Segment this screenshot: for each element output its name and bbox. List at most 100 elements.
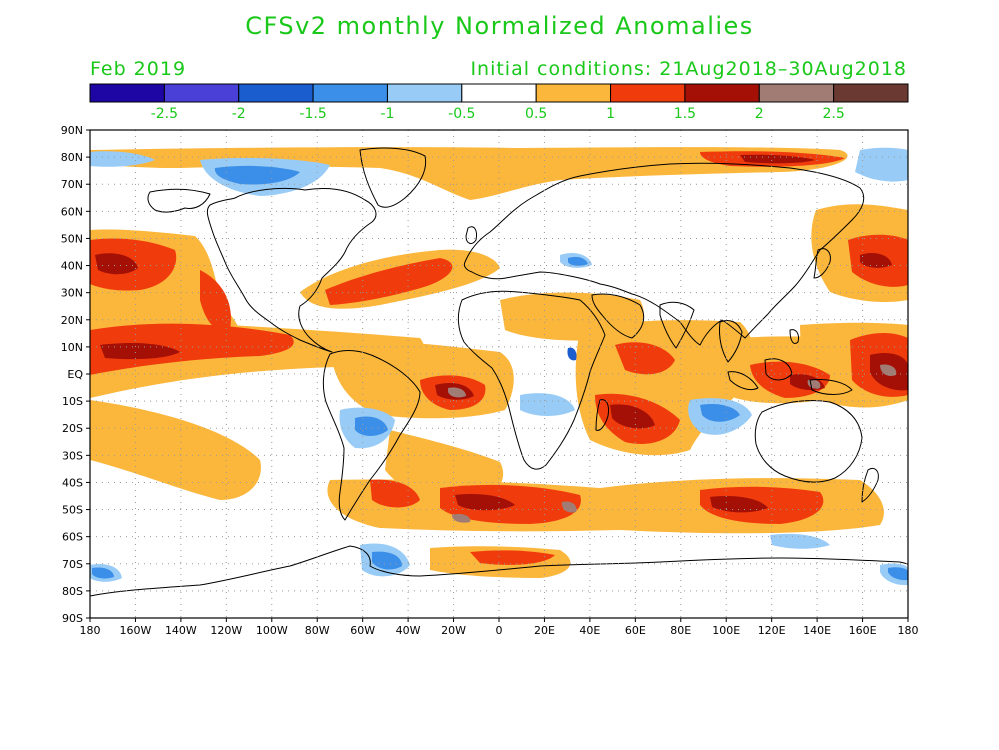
- anomaly-shading: [90, 147, 908, 586]
- anomaly-extreme-sh-2: [452, 513, 471, 523]
- lat-label: 80S: [62, 585, 83, 598]
- anomaly-extreme-wpac: [880, 364, 897, 376]
- lat-label: 60N: [61, 205, 83, 218]
- lat-label: 10S: [62, 395, 83, 408]
- colorbar-label: 2: [755, 106, 764, 122]
- anomaly-negative-caspian-core: [568, 256, 588, 266]
- colorbar-bin: [684, 83, 760, 103]
- coastline-eurasia: [463, 162, 865, 346]
- lat-label: 90S: [62, 612, 83, 625]
- map-title: CFSv2 monthly Normalized Anomalies: [245, 12, 754, 40]
- lon-label: 40E: [579, 624, 600, 637]
- anomaly-negative-e-antarc-core: [888, 567, 908, 581]
- lat-label: 20S: [62, 422, 83, 435]
- coastline-madagascar: [595, 399, 609, 431]
- colorbar-label: 0.5: [525, 106, 547, 122]
- anomaly-strong-natl: [325, 258, 453, 305]
- coastline-australia: [754, 399, 863, 483]
- anomaly-negative-arctic-left: [90, 151, 155, 167]
- anomaly-strong-trop-pac: [90, 323, 294, 375]
- lat-label: 10N: [61, 341, 83, 354]
- colorbar-label: -1.5: [299, 106, 326, 122]
- coastline-new-zealand: [861, 467, 879, 503]
- colorbar-bin: [89, 83, 165, 103]
- latitude-labels: 90N 80N 70N 60N 50N 40N 30N 20N 10N EQ 10S 20S 30S 40…: [61, 124, 90, 625]
- colorbar-label: 2.5: [823, 106, 845, 122]
- initial-conditions: Initial conditions: 21Aug2018–30Aug2018: [470, 58, 907, 80]
- forecast-month: Feb 2019: [90, 58, 187, 80]
- colorbar-labels: -2.5 -2 -1.5 -1 -0.5 0.5 1 1.5 2 2.5: [151, 106, 845, 122]
- anomaly-extreme-sh-mid: [561, 501, 577, 513]
- anomaly-vstrong-indian: [610, 404, 655, 429]
- anomaly-negative-antarc-core: [372, 551, 402, 570]
- lat-label: 70N: [61, 178, 83, 191]
- lat-label: 30N: [61, 287, 83, 300]
- colorbar-bin: [238, 83, 314, 103]
- anomaly-negative-lake-victoria: [567, 347, 577, 361]
- anomaly-strong-indian-n: [615, 342, 675, 375]
- coastline-india: [659, 301, 695, 349]
- coastline-new-guinea: [809, 379, 853, 395]
- coastline-sumatra: [727, 371, 759, 391]
- lon-label: 20W: [441, 624, 466, 637]
- anomaly-negative-sa-core: [355, 416, 388, 436]
- colorbar-bin: [833, 83, 909, 103]
- lon-label: 120W: [210, 624, 242, 637]
- anomaly-negative-pac-antarc-core: [92, 567, 114, 579]
- lon-label: 120E: [758, 624, 786, 637]
- colorbar-label: -2: [232, 106, 246, 122]
- lon-label: 40W: [396, 624, 421, 637]
- lon-label: 100W: [256, 624, 288, 637]
- lon-label: 140W: [165, 624, 197, 637]
- colorbar-bin: [535, 83, 612, 103]
- anomaly-vstrong-arctic: [740, 154, 815, 164]
- lon-label: 60W: [350, 624, 375, 637]
- lat-label: 70S: [62, 558, 83, 571]
- continent-outlines: [89, 147, 909, 619]
- anomaly-negative-arctic-right: [855, 147, 908, 182]
- anomaly-negative-sh-ind: [770, 533, 830, 549]
- longitude-labels: 180 160W 140W 120W 100W 80W 60W 40W 20W 0 20E 40E 60…: [80, 618, 919, 637]
- colorbar-bin: [312, 83, 388, 103]
- colorbar: [89, 83, 909, 103]
- lon-label: 140E: [803, 624, 831, 637]
- anomaly-vstrong-sh-mid: [455, 494, 515, 511]
- anomaly-strong-baja: [200, 270, 231, 331]
- anomaly-strong-s-ocean: [470, 550, 555, 565]
- colorbar-label: 1: [606, 106, 615, 122]
- map-grid: [90, 130, 908, 618]
- lat-label: EQ: [67, 368, 83, 381]
- lat-label: 40S: [62, 476, 83, 489]
- lon-label: 100E: [712, 624, 740, 637]
- coastline-japan: [813, 248, 831, 279]
- lat-label: 50S: [62, 504, 83, 517]
- lon-label: 0: [496, 624, 503, 637]
- anomaly-negative-ind-core: [700, 404, 740, 422]
- colorbar-label: -1: [380, 106, 394, 122]
- coastline-indochina: [719, 319, 743, 363]
- colorbar-label: -2.5: [151, 106, 178, 122]
- lon-label: 20E: [534, 624, 555, 637]
- anomaly-vstrong-nwpac: [860, 253, 892, 268]
- colorbar-bin: [758, 83, 835, 103]
- coastline-uk: [465, 226, 477, 244]
- anomaly-vstrong-sh-ind: [710, 496, 768, 513]
- lon-label: 80W: [305, 624, 330, 637]
- lat-label: 50N: [61, 232, 83, 245]
- anomaly-extreme-atl-eq: [448, 387, 466, 398]
- coastline-philippines: [789, 329, 799, 344]
- lon-label: 60E: [625, 624, 646, 637]
- coastline-arabia: [591, 293, 645, 339]
- lat-label: 90N: [61, 124, 83, 137]
- colorbar-bin: [461, 83, 537, 103]
- lon-label: 180: [898, 624, 919, 637]
- lon-label: 160W: [120, 624, 152, 637]
- coastline-borneo: [764, 358, 793, 381]
- anomaly-positive-spac-diag: [90, 400, 261, 500]
- coastline-north-america: [206, 187, 377, 353]
- colorbar-bin: [386, 83, 463, 103]
- anomaly-negative-canada-arctic: [214, 165, 300, 185]
- coastline-alaska: [147, 188, 211, 213]
- lat-label: 60S: [62, 531, 83, 544]
